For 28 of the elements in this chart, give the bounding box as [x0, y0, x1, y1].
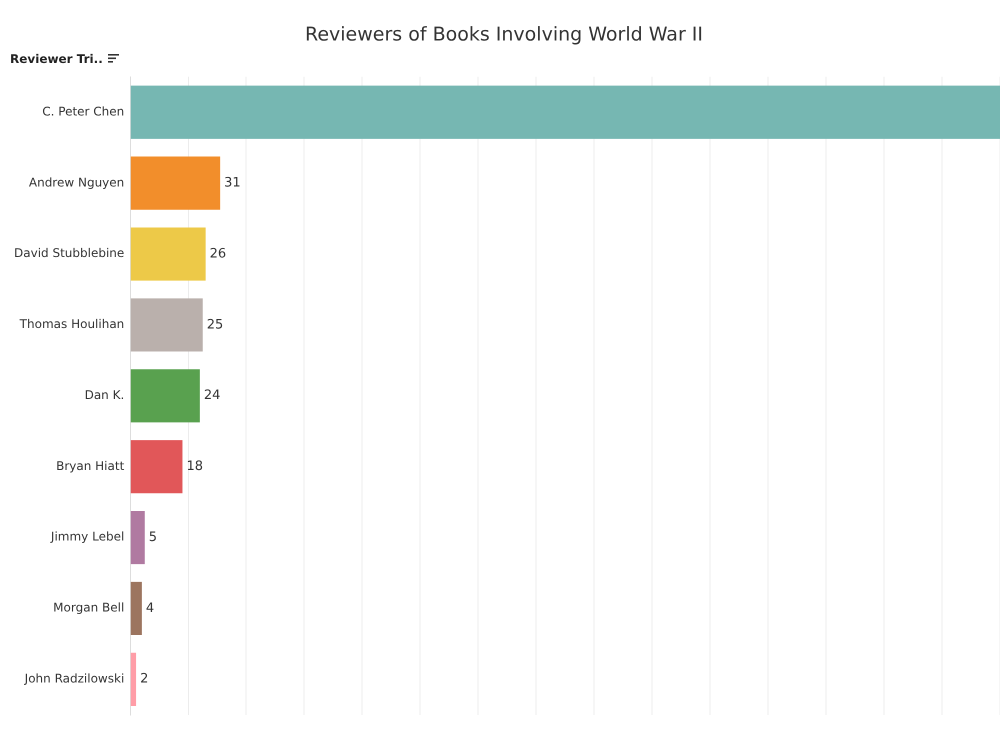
- y-tick-label: Bryan Hiatt: [56, 458, 125, 473]
- data-label: 26: [210, 246, 226, 262]
- data-label: 5: [148, 530, 158, 545]
- bar: [130, 369, 200, 422]
- y-tick-label: Dan K.: [84, 388, 124, 402]
- y-tick-label: Thomas Houlihan: [18, 317, 124, 332]
- y-tick-label: Jimmy Lebel: [50, 530, 124, 544]
- bar: [130, 227, 206, 281]
- y-tick-label: C. Peter Chen: [42, 104, 124, 118]
- bar: [130, 582, 142, 636]
- data-label: 2: [140, 672, 148, 687]
- chart-title: Reviewers of Books Involving World War II: [304, 23, 704, 46]
- data-label: 4: [146, 600, 154, 616]
- bar: [130, 86, 1000, 139]
- bar: [130, 510, 145, 564]
- data-label: 24: [204, 388, 220, 404]
- bar: [130, 298, 203, 352]
- data-label: 18: [186, 459, 204, 474]
- y-tick-label: Morgan Bell: [53, 600, 124, 615]
- y-tick-label: Andrew Nguyen: [28, 175, 124, 190]
- y-tick-label: David Stubblebine: [14, 246, 124, 260]
- bar: [130, 652, 136, 706]
- bar: [130, 440, 182, 494]
- data-label: 31: [224, 176, 241, 191]
- y-axis-title: Reviewer Tri..: [10, 52, 103, 66]
- y-tick-label: John Radzilowski: [24, 671, 124, 686]
- data-label: 25: [206, 317, 224, 332]
- bar: [130, 156, 220, 210]
